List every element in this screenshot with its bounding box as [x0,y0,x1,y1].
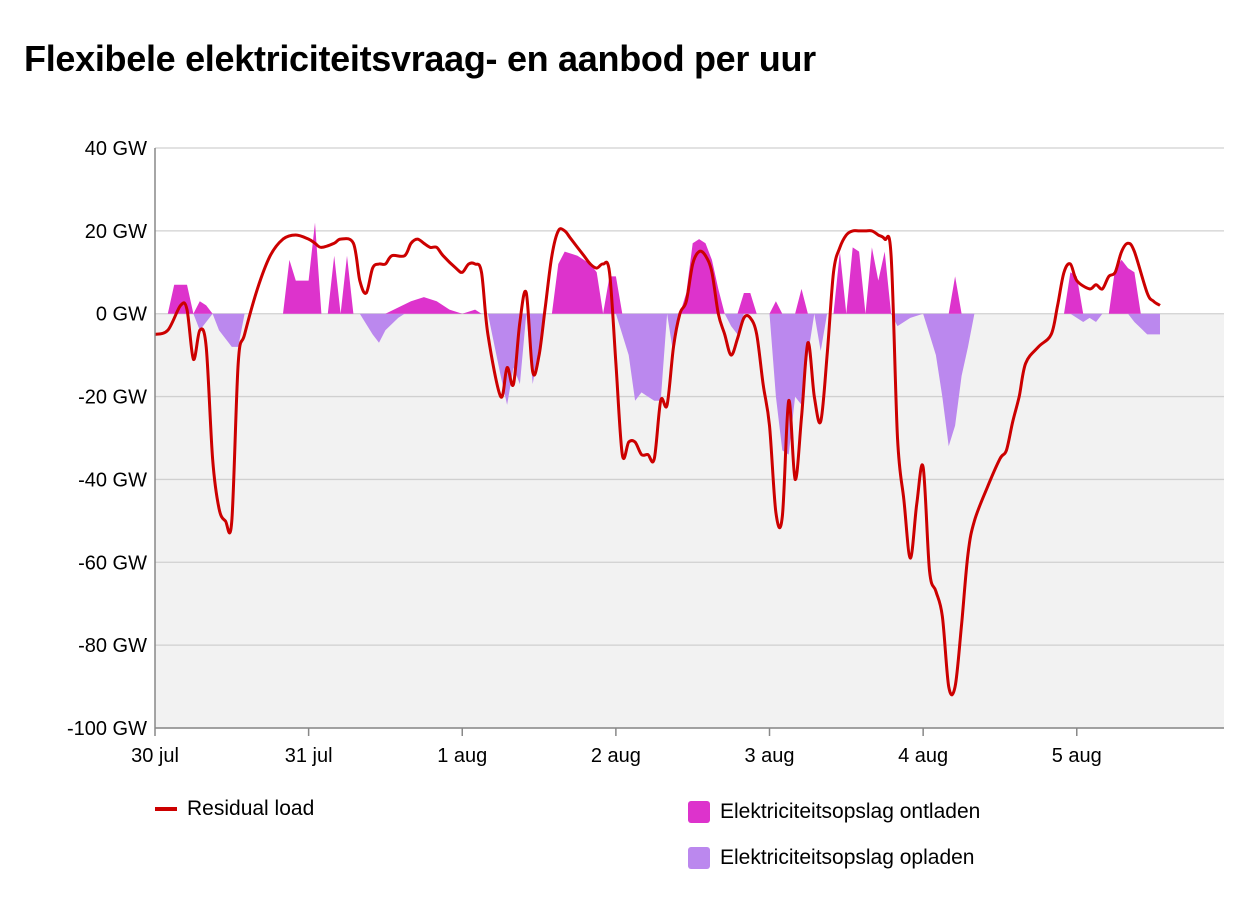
charge-area [155,313,1160,455]
residual-line-layer [154,227,1161,697]
y-tick-label: 0 GW [96,304,147,326]
y-axis-ticks: 40 GW 20 GW 0 GW -20 GW -40 GW -60 GW -80 GW -1… [67,138,147,740]
legend-label-charge: Elektriciteitsopslag opladen [720,846,975,869]
x-tick-label: 5 aug [1052,745,1102,767]
x-tick-label: 30 jul [131,745,179,767]
x-tick-label: 1 aug [437,745,487,767]
y-tick-label: -20 GW [78,387,147,409]
chart-title: Flexibele elektriciteitsvraag- en aanbod… [24,38,816,79]
legend-label-residual-load: Residual load [187,797,315,820]
residual-load-line [154,227,1161,697]
y-tick-label: -60 GW [78,552,147,574]
x-tick-label: 3 aug [744,745,794,767]
storage-areas [155,222,1160,455]
y-tick-label: -100 GW [67,718,147,740]
y-tick-label: -80 GW [78,635,147,657]
legend-swatch-residual-load [155,807,177,811]
x-axis: 30 jul 31 jul 1 aug 2 aug 3 aug 4 aug 5 aug [131,148,1224,767]
y-tick-label: 20 GW [85,221,147,243]
legend-swatch-charge [688,847,710,869]
y-tick-label: 40 GW [85,138,147,160]
x-tick-label: 4 aug [898,745,948,767]
x-tick-label: 2 aug [591,745,641,767]
legend-item-charge[interactable]: Elektriciteitsopslag opladen [688,846,974,870]
legend-item-discharge[interactable]: Elektriciteitsopslag ontladen [688,800,980,824]
legend-item-residual-load[interactable]: Residual load [155,797,314,821]
legend-swatch-discharge [688,801,710,823]
x-tick-label: 31 jul [285,745,333,767]
y-tick-label: -40 GW [78,469,147,491]
legend-label-discharge: Elektriciteitsopslag ontladen [720,800,981,823]
negative-zone-background [155,313,1224,728]
